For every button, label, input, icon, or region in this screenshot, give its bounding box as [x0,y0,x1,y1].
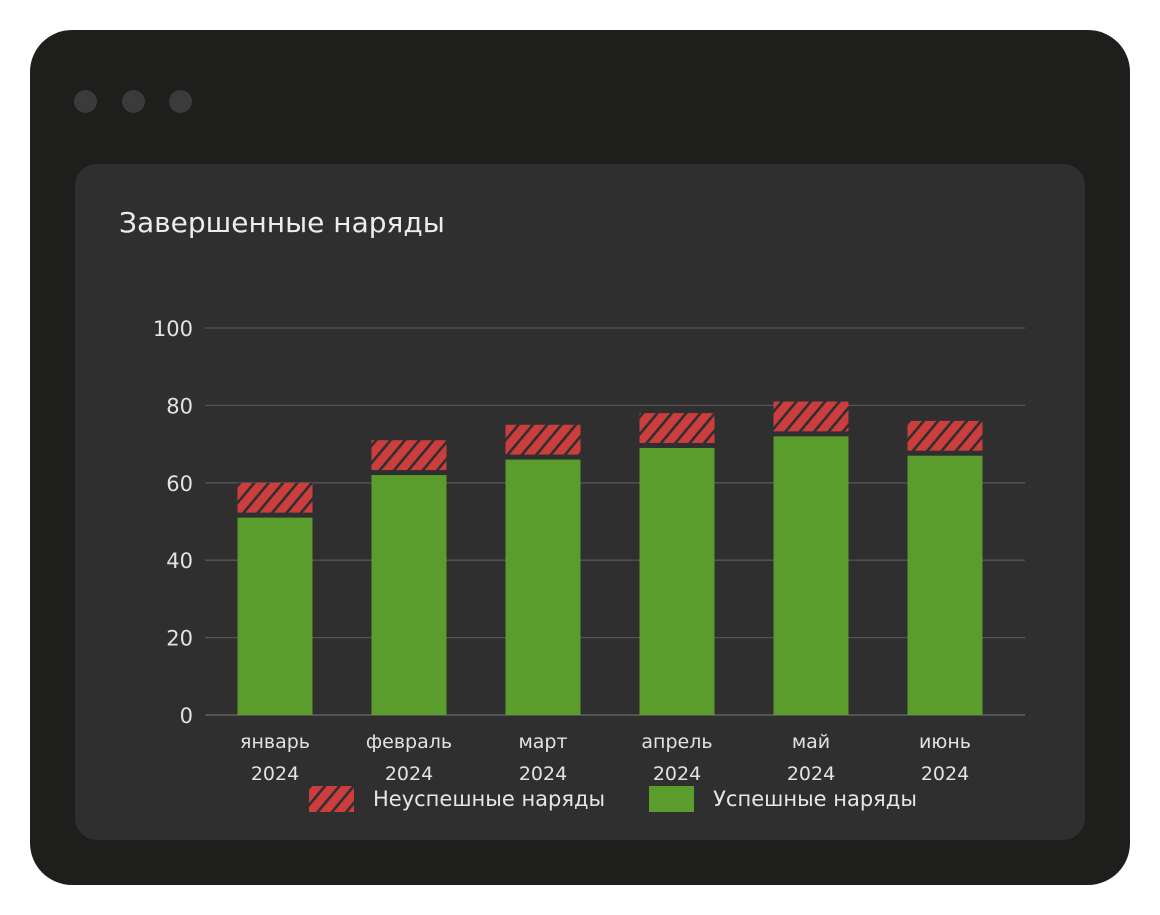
bar-failed [639,413,715,443]
y-tick-label: 80 [166,394,193,418]
y-tick-label: 20 [166,627,193,651]
chart-plot: 0 20 40 60 80 100 январь 2024 февраль 2024 март 202… [153,317,1025,785]
x-tick-label: 2024 [787,763,835,785]
bar-failed [237,482,313,513]
bar-failed [907,420,983,451]
bar-failed [773,401,849,432]
bar-success [371,475,447,715]
legend-item-failed: Неуспешные наряды [309,786,605,812]
bar-success [505,459,581,715]
y-tick-label: 0 [180,704,193,728]
window-dot-icon [169,90,192,113]
window-frame: Завершенные наряды 0 20 40 60 80 100 январь 202… [30,30,1130,885]
window-dot-icon [74,90,97,113]
bar-failed [505,424,581,455]
x-tick-label: апрель [641,731,712,753]
chart-card: Завершенные наряды 0 20 40 60 80 100 январь 202… [75,164,1085,840]
x-tick-label: июнь [919,731,971,753]
x-tick-label: 2024 [653,763,701,785]
x-tick-label: 2024 [385,763,433,785]
window-dot-icon [122,90,145,113]
y-tick-label: 40 [166,549,193,573]
chart-title: Завершенные наряды [119,206,445,239]
chart-legend: Неуспешные наряды Успешные наряды [309,786,961,812]
bar-success [907,455,983,715]
x-tick-label: март [518,731,567,753]
x-tick-label: январь [240,731,310,753]
legend-item-success: Успешные наряды [649,786,917,812]
bar-failed [371,440,447,471]
y-tick-label: 100 [153,317,193,341]
x-tick-label: 2024 [921,763,969,785]
legend-label: Неуспешные наряды [373,787,606,811]
x-tick-label: 2024 [251,763,299,785]
legend-swatch-hatched [309,786,354,812]
legend-label: Успешные наряды [713,787,917,811]
bar-success [639,447,715,715]
x-tick-label: 2024 [519,763,567,785]
x-tick-label: февраль [366,731,452,753]
x-tick-label: май [792,731,830,753]
bar-success [773,436,849,715]
legend-swatch-solid [649,786,695,812]
y-tick-label: 60 [166,472,193,496]
bar-success [237,517,313,715]
